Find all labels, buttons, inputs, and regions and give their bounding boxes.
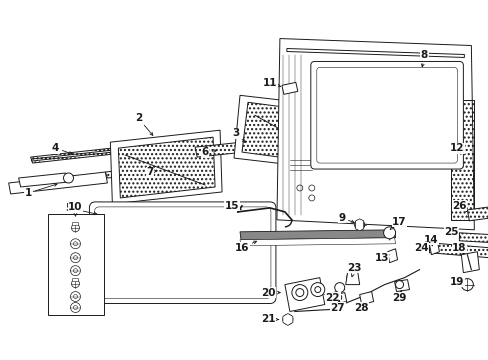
Text: 6: 6	[201, 147, 216, 157]
Polygon shape	[240, 230, 395, 240]
Circle shape	[354, 220, 364, 230]
Polygon shape	[345, 272, 359, 285]
Circle shape	[310, 283, 324, 297]
Polygon shape	[387, 249, 397, 263]
Text: 7: 7	[146, 167, 157, 177]
Circle shape	[395, 280, 403, 289]
Text: 5: 5	[65, 203, 97, 215]
Text: 29: 29	[391, 291, 406, 302]
Text: 16: 16	[234, 241, 256, 253]
Text: 13: 13	[374, 253, 388, 263]
Polygon shape	[110, 130, 222, 204]
Text: 17: 17	[389, 217, 406, 229]
Polygon shape	[394, 280, 408, 292]
Polygon shape	[461, 252, 478, 273]
Circle shape	[70, 239, 81, 249]
Circle shape	[291, 285, 307, 301]
Text: 1: 1	[25, 184, 57, 198]
Text: 23: 23	[347, 263, 361, 277]
Polygon shape	[195, 142, 244, 157]
Text: 15: 15	[224, 201, 241, 211]
Text: 20: 20	[260, 288, 280, 298]
Circle shape	[334, 283, 344, 293]
Circle shape	[461, 279, 472, 291]
Text: 27: 27	[330, 301, 345, 312]
Polygon shape	[72, 278, 78, 280]
Circle shape	[71, 280, 80, 288]
Text: 9: 9	[338, 213, 353, 223]
Polygon shape	[359, 292, 373, 305]
Polygon shape	[283, 314, 292, 325]
Circle shape	[383, 227, 395, 239]
Polygon shape	[276, 39, 473, 230]
Polygon shape	[234, 95, 369, 173]
Text: 24: 24	[413, 243, 428, 253]
Circle shape	[70, 292, 81, 302]
Text: 22: 22	[325, 293, 339, 302]
Polygon shape	[467, 207, 488, 221]
Polygon shape	[355, 219, 363, 231]
Text: 8: 8	[420, 50, 427, 67]
Text: 10: 10	[68, 202, 82, 216]
Polygon shape	[414, 67, 428, 76]
Polygon shape	[334, 293, 346, 303]
Polygon shape	[31, 147, 122, 163]
Text: 14: 14	[423, 235, 438, 246]
Circle shape	[70, 253, 81, 263]
Text: 19: 19	[449, 276, 464, 287]
Circle shape	[63, 173, 73, 183]
Polygon shape	[285, 278, 324, 311]
Polygon shape	[9, 172, 107, 194]
Circle shape	[346, 273, 356, 283]
Text: 28: 28	[354, 302, 368, 312]
Circle shape	[295, 289, 303, 297]
Polygon shape	[19, 173, 68, 187]
Text: 4: 4	[52, 143, 72, 154]
FancyBboxPatch shape	[47, 214, 104, 315]
Text: 2: 2	[134, 113, 153, 135]
Polygon shape	[72, 222, 78, 225]
Polygon shape	[428, 243, 488, 258]
FancyBboxPatch shape	[310, 62, 463, 169]
Circle shape	[283, 315, 292, 324]
Circle shape	[70, 266, 81, 276]
Text: 12: 12	[449, 143, 464, 154]
Polygon shape	[105, 162, 197, 178]
Text: 11: 11	[262, 78, 280, 88]
Text: 18: 18	[451, 243, 466, 254]
FancyBboxPatch shape	[89, 202, 275, 303]
Polygon shape	[428, 242, 439, 255]
Text: 21: 21	[260, 314, 278, 324]
Text: 26: 26	[451, 201, 466, 212]
Text: 3: 3	[232, 128, 245, 143]
Polygon shape	[281, 82, 297, 94]
Text: 25: 25	[443, 227, 460, 237]
Polygon shape	[458, 233, 488, 243]
Circle shape	[70, 302, 81, 312]
Polygon shape	[240, 238, 395, 246]
Circle shape	[71, 224, 80, 232]
